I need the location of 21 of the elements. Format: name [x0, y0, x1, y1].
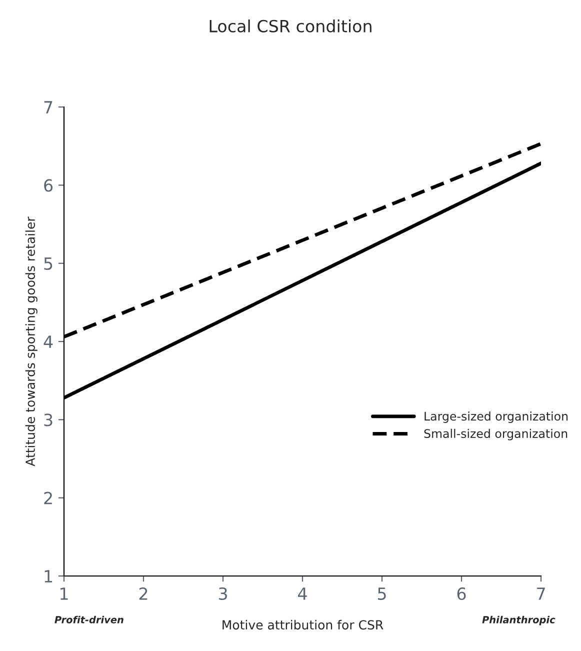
x-tick-label: 3	[218, 587, 227, 600]
legend-label: Small-sized organization	[424, 428, 568, 440]
y-tick-label: 3	[44, 414, 52, 426]
x-tick-label: 7	[537, 588, 545, 600]
x-axis-title: Motive attribution for CSR	[222, 620, 384, 630]
x-tick-label: 4	[298, 588, 307, 600]
y-tick-label: 6	[44, 179, 53, 192]
x-tick-label: 6	[457, 587, 466, 600]
y-tick-label: 4	[44, 336, 53, 348]
text: Profit-driven	[54, 616, 124, 624]
x-tick-label: 2	[139, 587, 148, 600]
x-tick-label: 1	[60, 588, 68, 600]
legend-label: Large-sized organization	[424, 412, 568, 423]
y-tick-label: 2	[44, 492, 52, 504]
y-axis-title: Attitude towards sporting goods retailer	[25, 216, 38, 466]
y-tick-label: 1	[44, 570, 52, 582]
y-tick-label: 7	[44, 101, 52, 114]
text: Philanthropic	[482, 616, 556, 626]
x-tick-label: 5	[378, 588, 386, 600]
chart-title: Local CSR condition	[210, 20, 372, 32]
y-tick-label: 5	[44, 258, 52, 270]
